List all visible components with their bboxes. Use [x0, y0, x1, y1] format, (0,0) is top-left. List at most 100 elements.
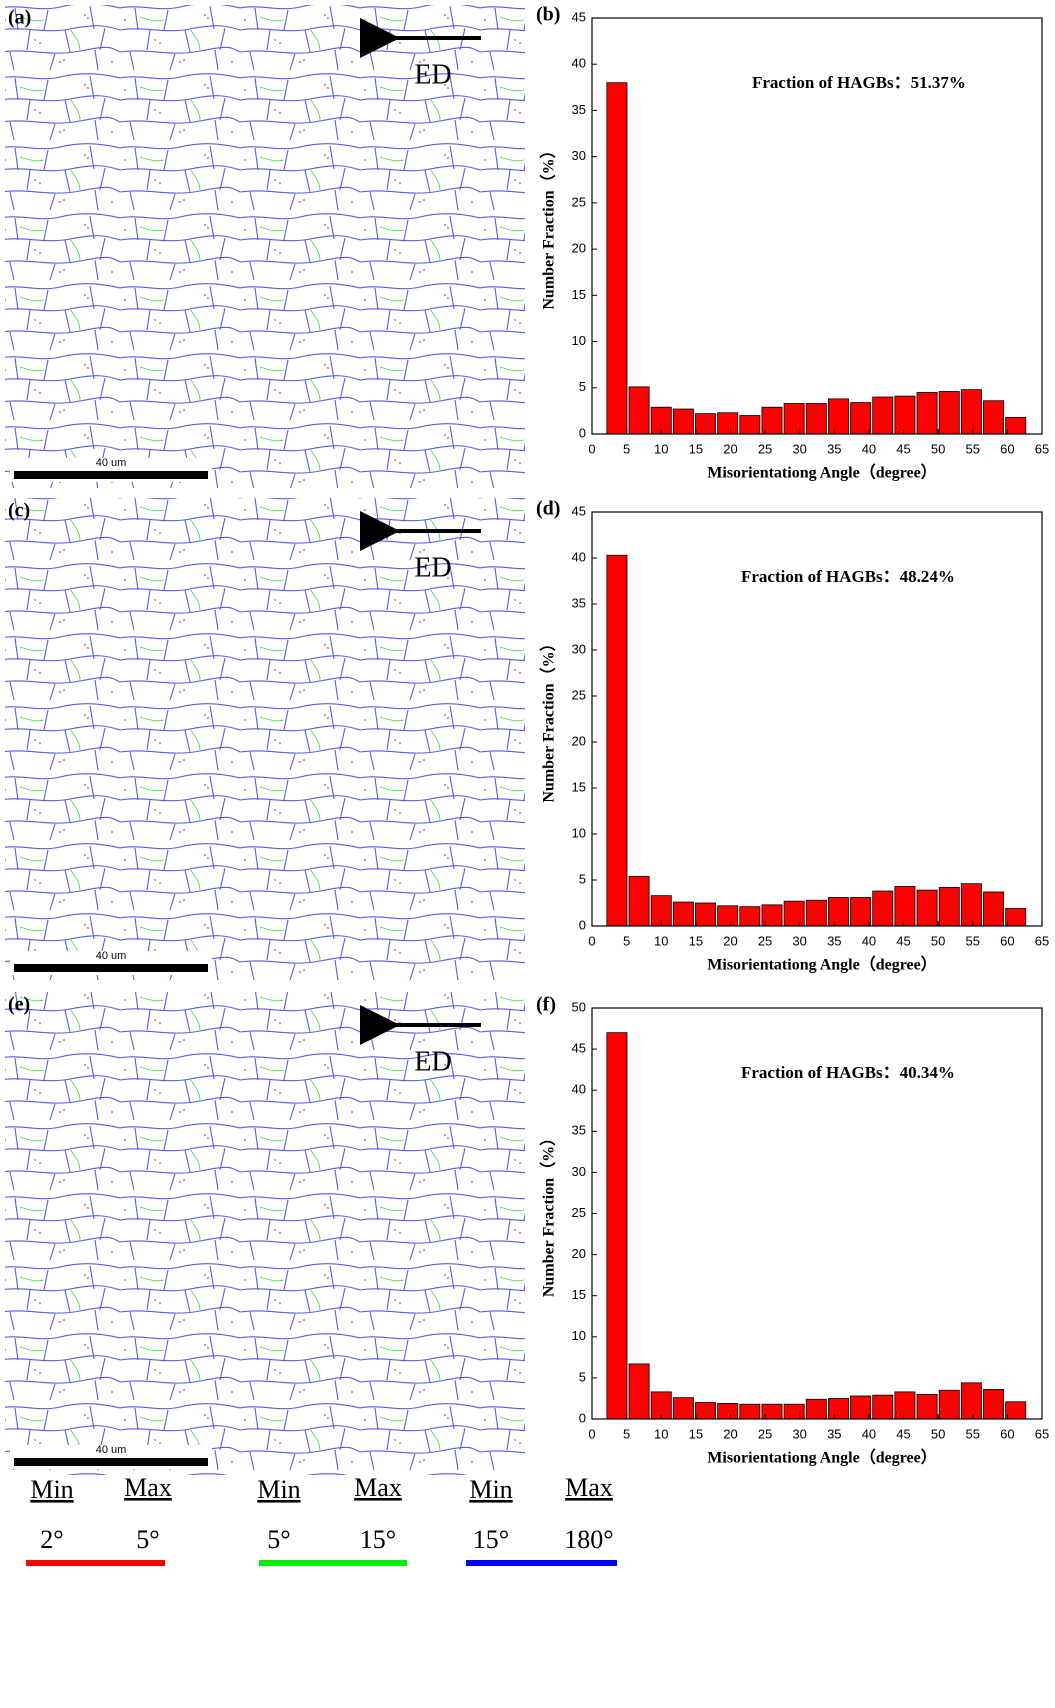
annotation: Fraction of HAGBs：48.24%: [741, 567, 955, 586]
y-axis-label: Number Fraction（%）: [540, 635, 558, 802]
y-tick-label: 35: [572, 1123, 586, 1138]
y-axis-label: Number Fraction（%）: [540, 1130, 558, 1297]
bar: [1005, 416, 1027, 435]
bar: [1005, 908, 1027, 927]
legend-min-label: Min: [257, 1475, 300, 1504]
x-tick-label: 40: [862, 441, 876, 456]
legend-swatch: [466, 1560, 617, 1566]
bar: [894, 1391, 916, 1420]
bar: [938, 886, 960, 927]
legend-max: 180°: [564, 1525, 613, 1554]
x-tick-label: 30: [792, 441, 806, 456]
y-tick-label: 20: [572, 733, 586, 748]
y-tick-label: 20: [572, 241, 586, 256]
x-tick-label: 60: [1000, 933, 1014, 948]
bar: [960, 883, 982, 927]
x-tick-label: 5: [623, 1426, 630, 1441]
bar: [983, 400, 1005, 435]
bar: [628, 875, 650, 927]
plot-frame: [591, 511, 1043, 927]
scale-bar: [14, 964, 208, 972]
legend-max: 5°: [136, 1525, 159, 1554]
ebsd-map: (e) ED 40 um: [5, 992, 525, 1475]
bar: [628, 1363, 650, 1420]
x-tick-label: 10: [654, 933, 668, 948]
y-tick-label: 40: [572, 56, 586, 71]
bar: [783, 1403, 805, 1420]
bar: [916, 889, 938, 927]
bar: [938, 1389, 960, 1420]
x-tick-label: 25: [758, 1426, 772, 1441]
y-tick-label: 0: [579, 425, 586, 440]
legend-min: 2°: [40, 1525, 63, 1554]
bar: [872, 396, 894, 435]
bar: [938, 391, 960, 435]
bar: [672, 901, 694, 927]
x-tick-label: 35: [827, 933, 841, 948]
bar: [606, 1032, 628, 1420]
x-tick-label: 5: [623, 441, 630, 456]
plot-frame: [591, 17, 1043, 435]
panel-label: (d): [536, 498, 560, 520]
bar: [606, 554, 628, 927]
bar: [1005, 1401, 1027, 1420]
x-tick-label: 25: [758, 441, 772, 456]
x-tick-label: 0: [588, 933, 595, 948]
bar: [827, 398, 849, 435]
ebsd-map: (c) ED 40 um: [5, 498, 525, 981]
x-tick-label: 15: [689, 933, 703, 948]
x-tick-label: 40: [862, 1426, 876, 1441]
ebsd-map: (a) ED 40 um: [5, 5, 525, 488]
x-tick-label: 65: [1035, 933, 1049, 948]
panel-label: (e): [8, 994, 30, 1016]
legend-swatch: [259, 1560, 407, 1566]
bar: [717, 412, 739, 435]
panel-label: (c): [8, 500, 30, 522]
y-tick-label: 30: [572, 1164, 586, 1179]
x-tick-label: 55: [966, 933, 980, 948]
y-tick-label: 45: [572, 503, 586, 518]
map-image: [5, 992, 525, 1475]
panel-label: (a): [8, 7, 31, 29]
legend-item: Min Max 2° 5°: [26, 1473, 172, 1566]
bar: [695, 1402, 717, 1420]
x-tick-label: 10: [654, 441, 668, 456]
y-tick-label: 45: [572, 9, 586, 24]
bar: [805, 899, 827, 927]
bar: [850, 1395, 872, 1420]
x-tick-label: 50: [931, 933, 945, 948]
y-tick-label: 35: [572, 102, 586, 117]
x-tick-label: 15: [689, 441, 703, 456]
legend-max-label: Max: [354, 1473, 402, 1502]
y-tick-label: 20: [572, 1246, 586, 1261]
bar: [739, 906, 761, 927]
bar: [672, 408, 694, 435]
histogram-chart: 0 5 10 15 20 25 30 35 40 45 0 5 10 15 20 25 30 35 40 45 50 55…: [536, 4, 1049, 482]
y-tick-label: 5: [579, 379, 586, 394]
legend-min: 5°: [267, 1525, 290, 1554]
bar: [628, 386, 650, 435]
x-tick-label: 55: [966, 1426, 980, 1441]
x-tick-label: 25: [758, 933, 772, 948]
x-axis-label: Misorientationg Angle（degree）: [707, 464, 936, 482]
bar: [783, 900, 805, 927]
histogram-chart: 0 5 10 15 20 25 30 35 40 45 50 0 5 10 15 20 25 30 35 40 45 50…: [536, 994, 1049, 1467]
annotation: Fraction of HAGBs：40.34%: [741, 1063, 955, 1082]
bar: [872, 890, 894, 927]
x-tick-label: 65: [1035, 441, 1049, 456]
bar: [916, 1393, 938, 1420]
y-tick-label: 45: [572, 1041, 586, 1056]
bar: [916, 391, 938, 435]
x-tick-label: 40: [862, 933, 876, 948]
bar: [894, 395, 916, 435]
x-tick-label: 45: [896, 1426, 910, 1441]
x-tick-label: 10: [654, 1426, 668, 1441]
y-tick-label: 5: [579, 1369, 586, 1384]
y-tick-label: 10: [572, 1328, 586, 1343]
y-tick-label: 0: [579, 917, 586, 932]
x-tick-label: 55: [966, 441, 980, 456]
scale-bar-label: 40 um: [96, 1444, 127, 1456]
legend-min-label: Min: [30, 1475, 73, 1504]
bar: [783, 403, 805, 435]
